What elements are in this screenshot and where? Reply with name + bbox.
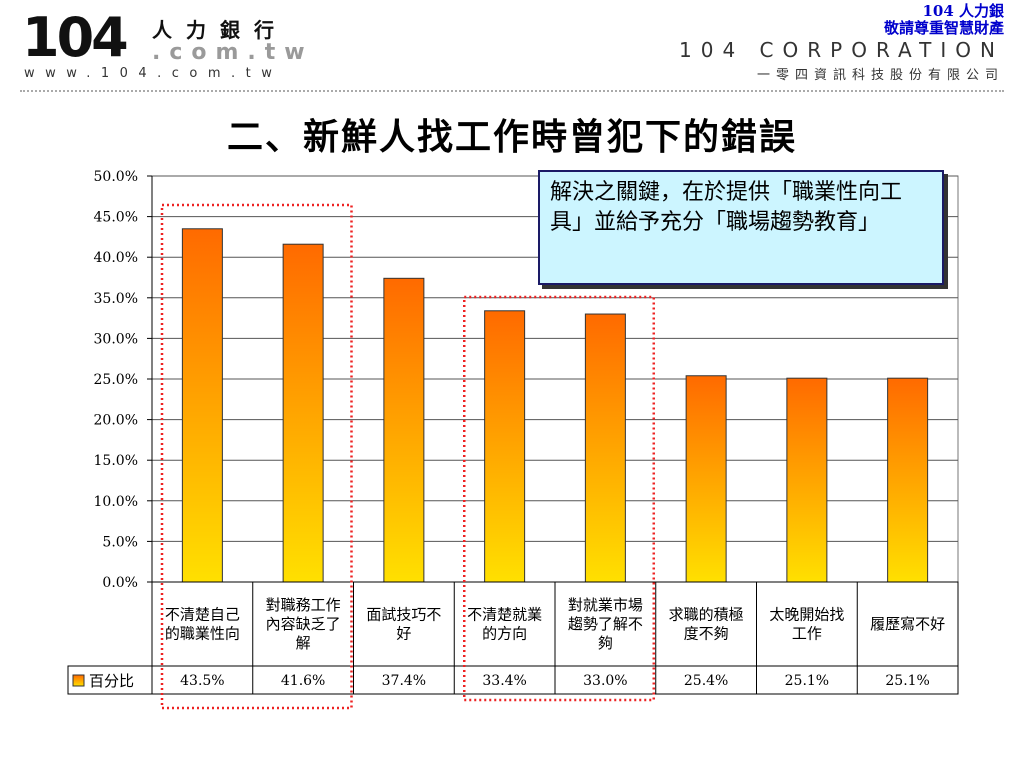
- data-value-label: 25.4%: [684, 673, 728, 689]
- y-tick-label: 20.0%: [94, 413, 138, 429]
- corporation-english-name: 104 CORPORATION: [679, 38, 1004, 62]
- y-tick-label: 50.0%: [94, 169, 138, 185]
- category-label: 不清楚就業的方向: [467, 606, 542, 643]
- callout-box: 解決之關鍵，在於提供「職業性向工具」並給予充分「職場趨勢教育」: [538, 170, 944, 285]
- category-label: 不清楚自己的職業性向: [165, 606, 240, 643]
- y-tick-label: 45.0%: [94, 210, 138, 226]
- logo-chinese-name: 人力銀行: [152, 18, 288, 42]
- data-value-label: 41.6%: [281, 673, 325, 689]
- bar: [383, 277, 425, 583]
- y-tick-label: 10.0%: [94, 494, 138, 510]
- data-value-label: 37.4%: [382, 673, 426, 689]
- bar: [887, 377, 929, 583]
- bar: [282, 243, 324, 583]
- copyright-line-1: 104 人力銀: [922, 2, 1004, 20]
- category-label: 求職的積極度不夠: [669, 606, 744, 643]
- bar: [786, 377, 828, 583]
- copyright-notice: 104 人力銀 敬請尊重智慧財產: [884, 3, 1004, 37]
- category-label: 履歷寫不好: [870, 615, 945, 633]
- y-tick-label: 40.0%: [94, 250, 138, 266]
- y-tick-label: 30.0%: [94, 331, 138, 347]
- category-label: 太晚開始找工作: [769, 606, 844, 643]
- header-divider: [20, 90, 1004, 92]
- data-value-label: 43.5%: [180, 673, 224, 689]
- bar: [181, 228, 223, 583]
- bar: [484, 310, 526, 583]
- y-tick-label: 5.0%: [102, 534, 138, 550]
- corporation-chinese-name: 一零四資訊科技股份有限公司: [756, 68, 1004, 83]
- data-value-label: 33.4%: [482, 673, 526, 689]
- page-title: 二、新鮮人找工作時曾犯下的錯誤: [226, 116, 797, 158]
- category-label: 對就業市場趨勢了解不夠: [568, 596, 643, 652]
- logo-url: www.104.com.tw: [24, 66, 283, 81]
- data-value-label: 25.1%: [885, 673, 929, 689]
- y-tick-label: 35.0%: [94, 291, 138, 307]
- category-label: 對職務工作內容缺乏了解: [266, 596, 341, 652]
- category-label: 面試技巧不好: [366, 606, 441, 643]
- data-value-label: 25.1%: [785, 673, 829, 689]
- legend-swatch: [72, 674, 85, 687]
- data-value-label: 33.0%: [583, 673, 627, 689]
- y-tick-label: 25.0%: [94, 372, 138, 388]
- logo-number: 104: [22, 6, 129, 69]
- highlight-box: [160, 203, 353, 710]
- logo-domain: .com.tw: [152, 40, 314, 65]
- highlight-box: [463, 295, 655, 702]
- legend-label: 百分比: [89, 672, 134, 690]
- y-tick-label: 15.0%: [94, 453, 138, 469]
- copyright-line-2: 敬請尊重智慧財產: [883, 19, 1004, 37]
- bar: [584, 313, 626, 583]
- y-tick-label: 0.0%: [102, 575, 138, 591]
- bar: [685, 375, 727, 583]
